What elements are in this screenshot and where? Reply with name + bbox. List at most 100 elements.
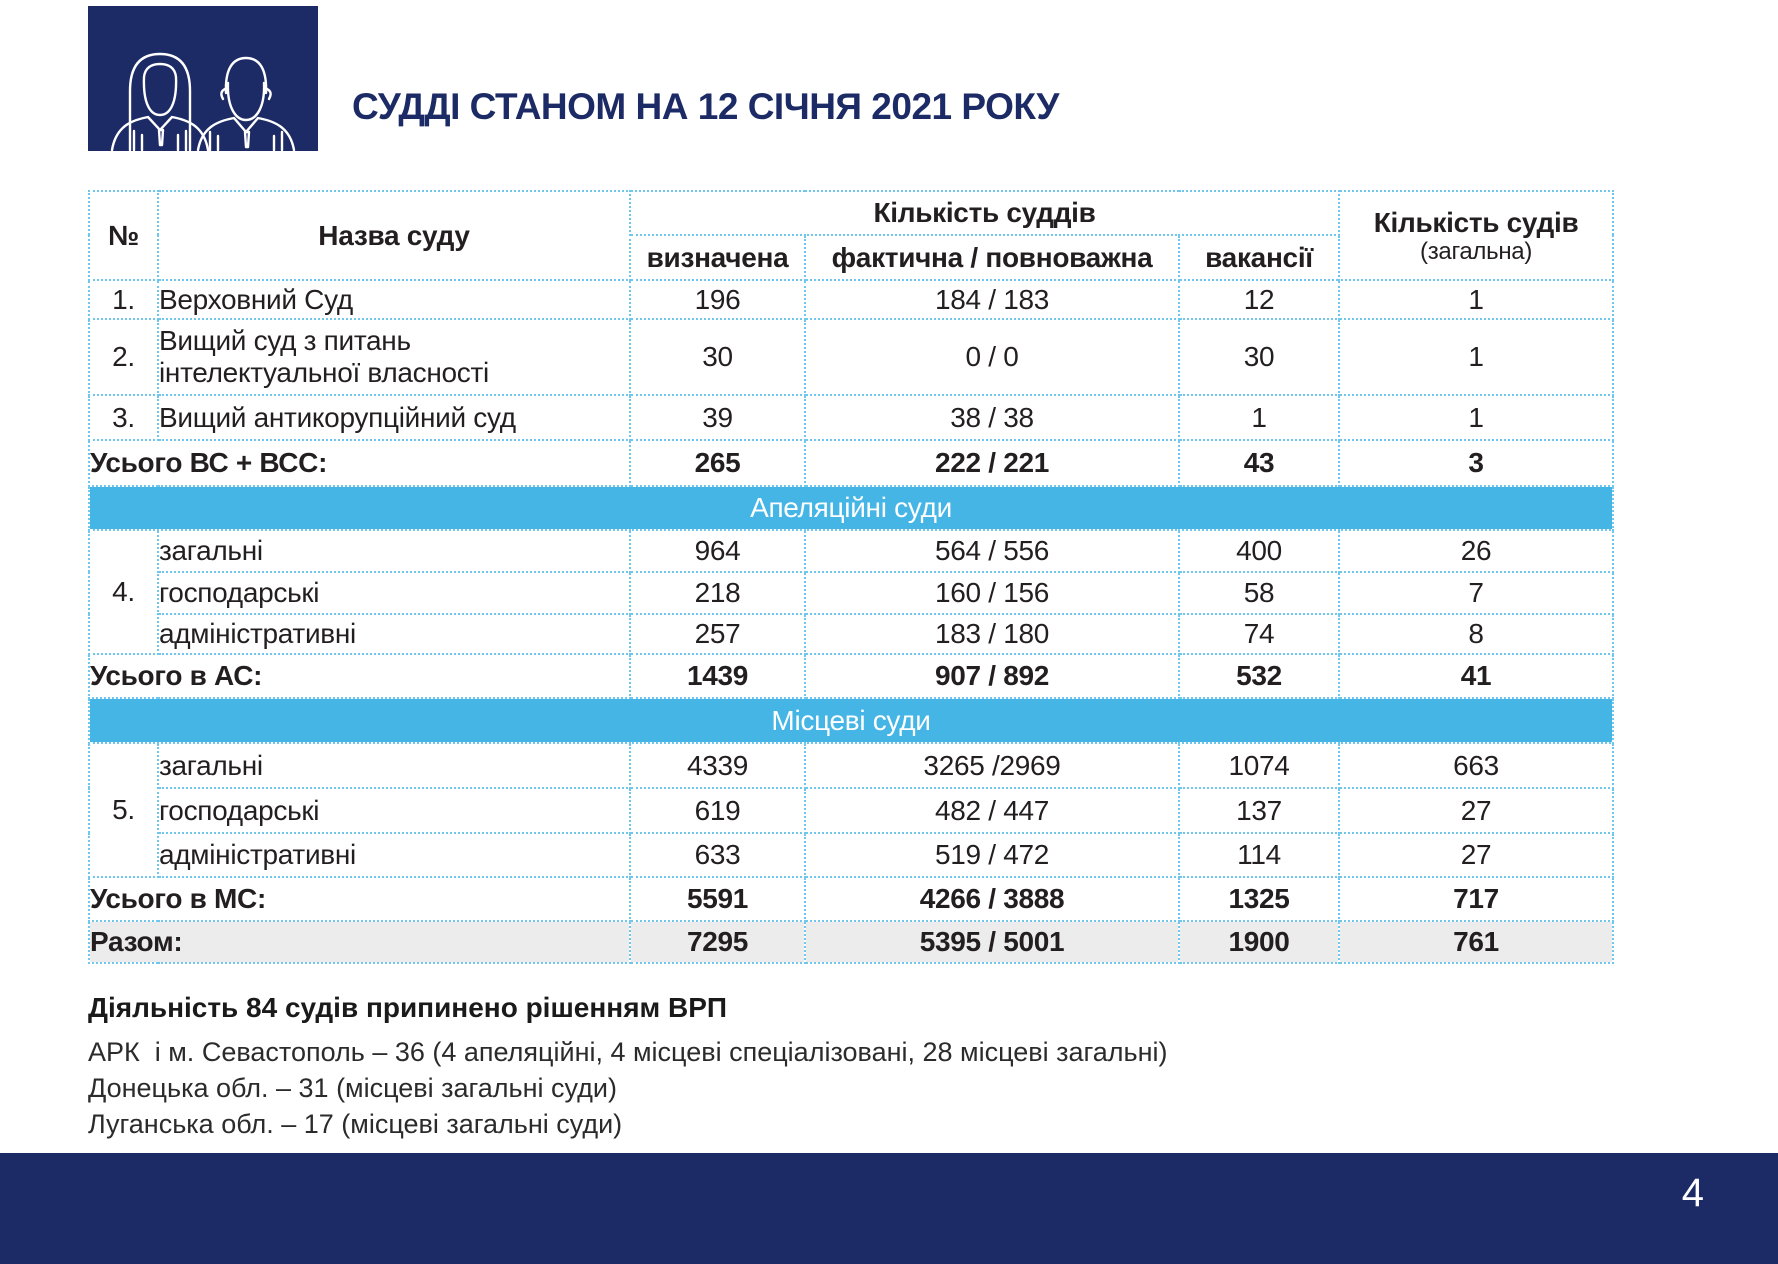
table-row-total-ms: Усього в МС: 5591 4266 / 3888 1325 717 — [88, 876, 1615, 922]
cell-court-name: адміністративні — [157, 613, 631, 655]
cell-total-label: Усього в МС: — [88, 876, 631, 922]
cell-court-name: загальні — [157, 529, 631, 573]
col-header-court-name: Назва суду — [157, 190, 631, 281]
cell-vacancies: 400 — [1177, 529, 1341, 573]
page-number: 4 — [1681, 1171, 1704, 1215]
cell-actual: 160 / 156 — [804, 571, 1180, 615]
section-band-local: Місцеві суди — [87, 697, 1615, 744]
cell-courts: 1 — [1338, 279, 1615, 320]
table-row-local-commercial: господарські 619 482 / 447 137 27 — [89, 787, 1615, 834]
cell-defined: 257 — [629, 613, 806, 655]
cell-vacancies: 1325 — [1177, 876, 1341, 922]
table-row-local-administrative: адміністративні 633 519 / 472 114 27 — [89, 832, 1615, 878]
cell-courts: 663 — [1338, 742, 1615, 789]
col-header-actual: фактична / повноважна — [804, 234, 1180, 281]
cell-defined: 964 — [629, 529, 806, 573]
cell-actual: 907 / 892 — [804, 653, 1180, 699]
judges-logo-box — [88, 6, 318, 151]
col-header-courts-count: Кількість судів (загальна) — [1338, 190, 1615, 281]
cell-actual: 38 / 38 — [804, 394, 1180, 441]
cell-actual: 4266 / 3888 — [804, 876, 1180, 922]
col-header-num: № — [88, 190, 159, 281]
cell-num: 3. — [88, 394, 159, 441]
table-row-appellate-administrative: адміністративні 257 183 / 180 74 8 — [89, 613, 1615, 655]
table-row-supreme-court: 1. Верховний Суд 196 184 / 183 12 1 — [88, 279, 1615, 320]
cell-vacancies: 74 — [1177, 613, 1341, 655]
cell-courts: 27 — [1338, 832, 1615, 878]
cell-actual: 519 / 472 — [804, 832, 1180, 878]
cell-vacancies: 30 — [1177, 318, 1341, 396]
cell-defined: 619 — [629, 787, 806, 834]
col-header-defined: визначена — [629, 234, 806, 281]
cell-actual: 3265 /2969 — [804, 742, 1180, 789]
cell-defined: 30 — [629, 318, 806, 396]
cell-actual: 482 / 447 — [804, 787, 1180, 834]
cell-vacancies: 137 — [1177, 787, 1341, 834]
table-row-appellate-general: 4. загальні 964 564 / 556 400 26 — [88, 529, 1615, 655]
cell-total-label: Усього ВС + ВСС: — [88, 439, 631, 487]
table-row-local-general: 5. загальні 4339 3265 /2969 1074 663 — [88, 742, 1615, 878]
table-row-grand-total: Разом: 7295 5395 / 5001 1900 761 — [88, 920, 1615, 964]
judges-table: № Назва суду Кількість суддів Кількість … — [87, 190, 1615, 964]
cell-vacancies: 58 — [1177, 571, 1341, 615]
cell-court-name: адміністративні — [157, 832, 631, 878]
cell-defined: 218 — [629, 571, 806, 615]
note-line-crimea: АРК і м. Севастополь – 36 (4 апеляційні,… — [88, 1037, 1168, 1067]
cell-actual: 564 / 556 — [804, 529, 1180, 573]
cell-court-name: Верховний Суд — [157, 279, 631, 320]
cell-defined: 633 — [629, 832, 806, 878]
cell-defined: 5591 — [629, 876, 806, 922]
cell-court-name: Вищий суд з питань інтелектуальної власн… — [157, 318, 631, 396]
courts-count-label: Кількість судів — [1373, 206, 1579, 238]
note-line-luhansk: Луганська обл. – 17 (місцеві загальні су… — [88, 1109, 623, 1139]
cell-vacancies: 43 — [1177, 439, 1341, 487]
table-row-total-vs-vss: Усього ВС + ВСС: 265 222 / 221 43 3 — [88, 439, 1615, 487]
cell-court-name: Вищий антикорупційний суд — [157, 394, 631, 441]
table-row-total-as: Усього в АС: 1439 907 / 892 532 41 — [88, 653, 1615, 699]
cell-num: 1. — [88, 279, 159, 320]
col-header-vacancies: вакансії — [1177, 234, 1341, 281]
table-header-row: № Назва суду Кількість суддів Кількість … — [88, 190, 1615, 281]
cell-courts: 26 — [1338, 529, 1615, 573]
cell-vacancies: 1074 — [1177, 742, 1341, 789]
cell-court-name: загальні — [157, 742, 631, 789]
section-band-row: Апеляційні суди — [87, 485, 1615, 531]
two-judges-icon — [110, 52, 296, 151]
table-row-appellate-commercial: господарські 218 160 / 156 58 7 — [89, 571, 1615, 615]
section-band-appellate: Апеляційні суди — [87, 485, 1615, 531]
table-row-anticorruption-court: 3. Вищий антикорупційний суд 39 38 / 38 … — [88, 394, 1615, 441]
cell-num: 2. — [88, 318, 159, 396]
table-row-ip-court: 2. Вищий суд з питань інтелектуальної вл… — [88, 318, 1615, 396]
cell-courts: 41 — [1338, 653, 1615, 699]
cell-defined: 7295 — [629, 920, 806, 964]
cell-total-label: Разом: — [88, 920, 631, 964]
cell-defined: 1439 — [629, 653, 806, 699]
cell-defined: 39 — [629, 394, 806, 441]
page-title: СУДДІ СТАНОМ НА 12 СІЧНЯ 2021 РОКУ — [352, 86, 1059, 127]
cell-defined: 265 — [629, 439, 806, 487]
cell-actual: 184 / 183 — [804, 279, 1180, 320]
cell-courts: 3 — [1338, 439, 1615, 487]
footer-bar: 4 — [0, 1153, 1778, 1264]
section-band-row: Місцеві суди — [87, 697, 1615, 744]
cell-courts: 761 — [1338, 920, 1615, 964]
cell-courts: 27 — [1338, 787, 1615, 834]
table-subheader-row: визначена фактична / повноважна вакансії — [89, 234, 1613, 281]
cell-vacancies: 532 — [1177, 653, 1341, 699]
cell-vacancies: 114 — [1177, 832, 1341, 878]
cell-actual: 222 / 221 — [804, 439, 1180, 487]
col-header-judges-count: Кількість суддів — [628, 190, 1341, 236]
cell-courts: 1 — [1338, 318, 1615, 396]
cell-total-label: Усього в АС: — [88, 653, 631, 699]
note-line-donetsk: Донецька обл. – 31 (місцеві загальні суд… — [88, 1073, 617, 1103]
cell-courts: 8 — [1338, 613, 1615, 655]
cell-courts: 7 — [1338, 571, 1615, 615]
cell-court-name: господарські — [157, 571, 631, 615]
cell-num: 5. — [88, 742, 159, 878]
cell-courts: 717 — [1338, 876, 1615, 922]
cell-actual: 0 / 0 — [804, 318, 1180, 396]
cell-courts: 1 — [1338, 394, 1615, 441]
notes-title: Діяльність 84 судів припинено рішенням В… — [88, 992, 728, 1023]
cell-vacancies: 1900 — [1177, 920, 1341, 964]
cell-court-name: господарські — [157, 787, 631, 834]
